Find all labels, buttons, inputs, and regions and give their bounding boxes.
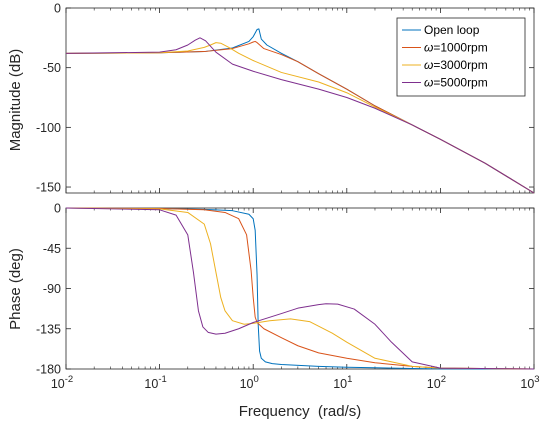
y-tick-label: -45 — [43, 242, 61, 256]
y-tick-label: 0 — [54, 202, 61, 216]
legend-entry-2: ω=3000rpm — [424, 58, 488, 72]
series-line-3 — [65, 207, 535, 370]
magnitude-ticks: 0 -50 -100 -150 — [36, 2, 535, 195]
legend-entry-1: ω=1000rpm — [424, 41, 488, 55]
legend: Open loop ω=1000rpm ω=3000rpm ω=5000rpm — [396, 17, 526, 97]
frequency-xlabel: Frequency (rad/s) — [239, 403, 362, 420]
series-line-0 — [65, 207, 535, 370]
y-tick-label: -100 — [36, 121, 61, 135]
magnitude-axes: 0 -50 -100 -150 Magnitude (dB) Open loop ω=1… — [7, 2, 535, 195]
y-tick-label: 0 — [54, 2, 61, 16]
y-tick-label: -90 — [43, 282, 61, 296]
y-tick-label: -50 — [43, 61, 61, 75]
magnitude-ylabel: Magnitude (dB) — [7, 49, 24, 152]
phase-axes: 0-45-90-135-180 Phase (deg) 10-2 10-1 100 1… — [7, 202, 540, 421]
series-line-2 — [65, 207, 535, 370]
y-tick-label: -180 — [36, 363, 61, 377]
x-tick-label: 103 — [520, 374, 539, 391]
phase-ylabel: Phase (deg) — [7, 248, 24, 330]
phase-ticks: 0 -45 -90 -135 -180 — [36, 202, 535, 377]
frequency-ticks: 10-2 10-1 100 101 102 103 — [51, 374, 540, 391]
legend-entry-0: Open loop — [424, 23, 480, 37]
phase-series — [65, 207, 535, 370]
x-tick-label: 10-2 — [51, 374, 73, 391]
x-tick-label: 102 — [427, 374, 446, 391]
x-tick-label: 101 — [333, 374, 352, 391]
magnitude-series — [65, 28, 535, 194]
x-tick-label: 10-1 — [144, 374, 166, 391]
x-tick-label: 100 — [240, 374, 259, 391]
y-tick-label: -150 — [36, 181, 61, 195]
series-line-3 — [65, 37, 535, 194]
phase-plot-area — [65, 207, 535, 370]
y-tick-label: -135 — [36, 322, 61, 336]
legend-entry-3: ω=5000rpm — [424, 76, 488, 90]
